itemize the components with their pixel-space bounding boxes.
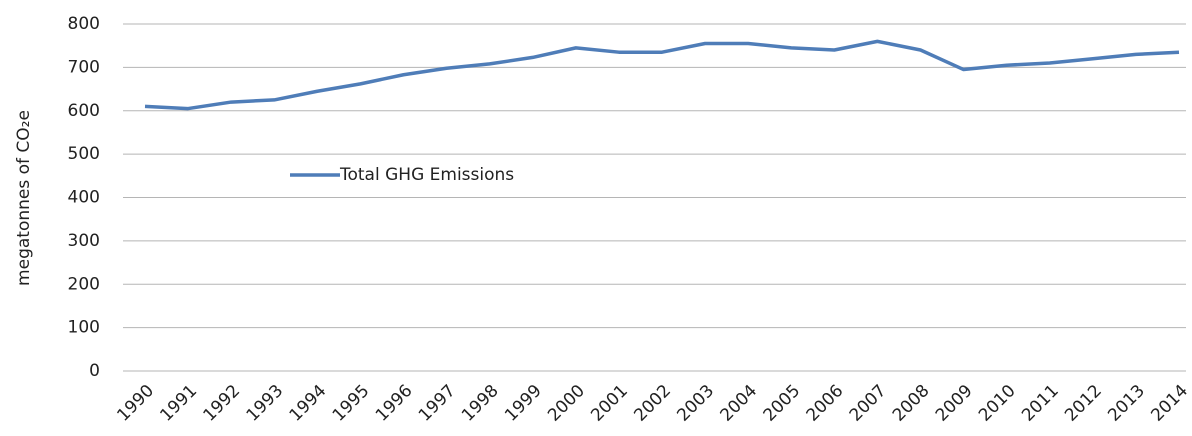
x-tick-label: 2004 [717,381,762,426]
x-tick-label: 2013 [1104,381,1149,426]
y-tick-label: 300 [68,231,100,251]
x-tick-label: 2006 [803,381,848,426]
x-tick-label: 1997 [415,381,460,426]
x-tick-label: 2014 [1147,381,1192,426]
x-tick-label: 1996 [372,381,417,426]
legend-label: Total GHG Emissions [339,165,514,185]
x-tick-label: 1995 [329,381,374,426]
x-tick-label: 2010 [975,381,1020,426]
y-tick-label: 400 [68,188,100,208]
x-tick-label: 1990 [113,381,158,426]
y-tick-label: 0 [89,361,100,381]
x-tick-label: 2007 [846,381,891,426]
x-tick-label: 2000 [544,381,589,426]
x-tick-label: 1993 [243,381,288,426]
y-axis-label: megatonnes of CO₂e [14,110,34,286]
x-tick-label: 2008 [889,381,934,426]
x-tick-label: 2001 [587,381,632,426]
y-tick-label: 500 [68,144,100,164]
x-tick-label: 1992 [200,381,245,426]
y-tick-label: 800 [68,14,100,34]
y-tick-label: 700 [68,57,100,77]
x-tick-label: 2011 [1018,381,1063,426]
x-tick-label: 1991 [156,381,201,426]
x-tick-label: 1999 [501,381,546,426]
x-tick-label: 2003 [673,381,718,426]
x-tick-label: 2002 [630,381,675,426]
x-tick-label: 2012 [1061,381,1106,426]
x-tick-label: 1998 [458,381,503,426]
x-tick-label: 2005 [760,381,805,426]
y-tick-label: 100 [68,318,100,338]
x-tick-label: 1994 [286,381,331,426]
y-tick-label: 600 [68,101,100,121]
data-line [144,39,1180,111]
x-tick-label: 2009 [932,381,977,426]
y-tick-label: 200 [68,274,100,294]
